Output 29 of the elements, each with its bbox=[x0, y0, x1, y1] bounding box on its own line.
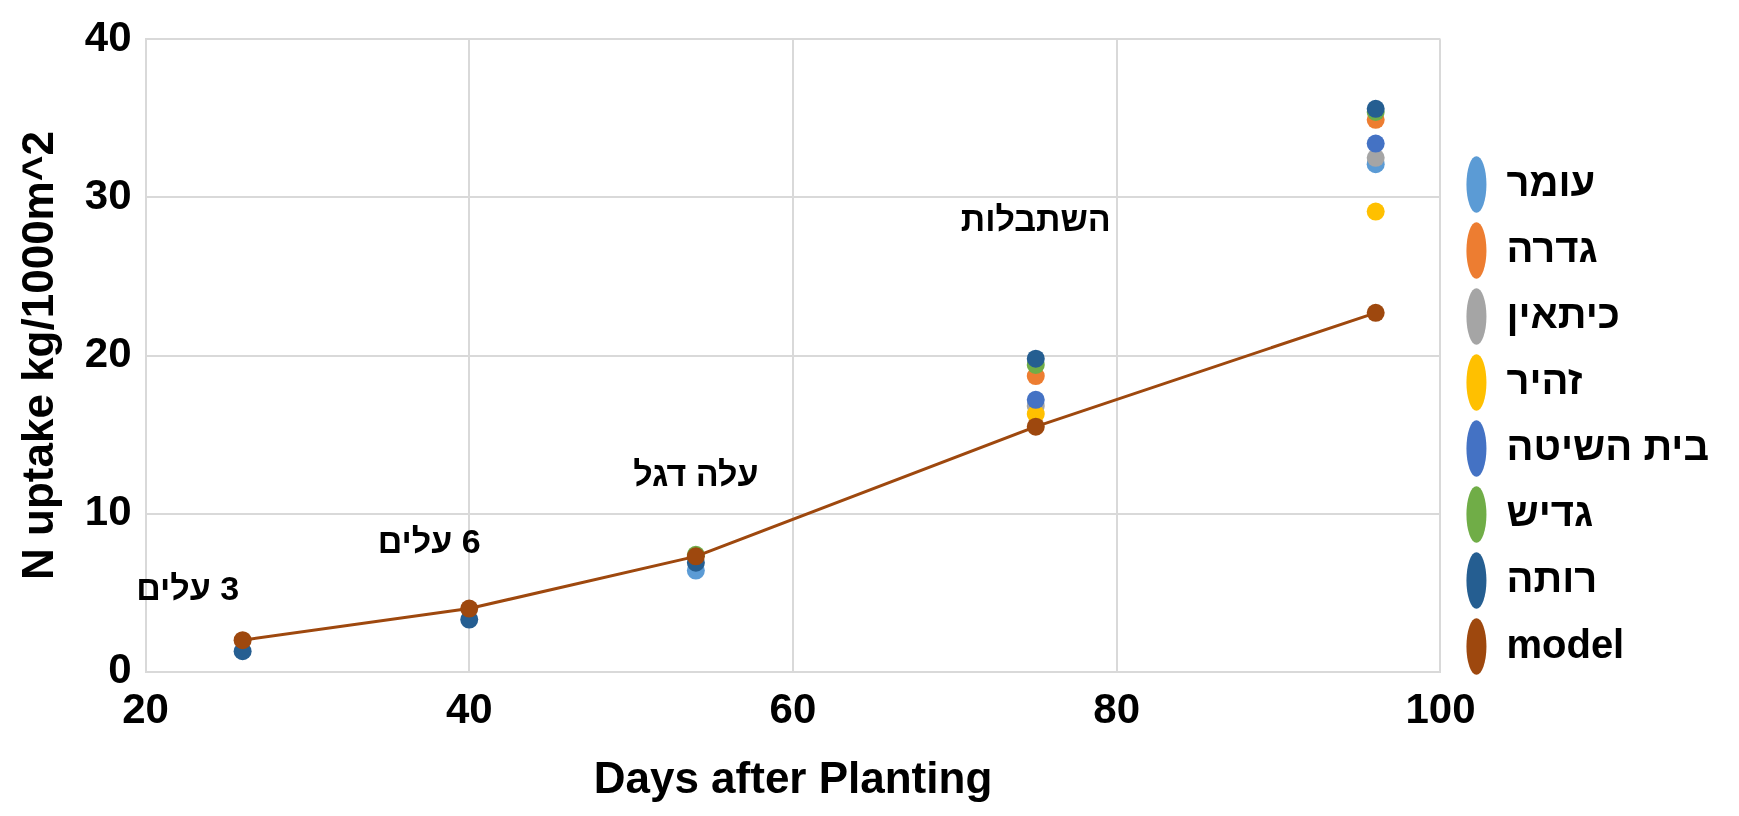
legend-label: גדיש bbox=[1506, 489, 1594, 534]
annotation: 6 עלים bbox=[377, 521, 481, 560]
legend-label: model bbox=[1506, 621, 1625, 666]
x-tick-label: 80 bbox=[1093, 684, 1141, 732]
annotation: 3 עלים bbox=[136, 568, 240, 607]
x-axis-title: Days after Planting bbox=[593, 752, 993, 802]
y-tick-label: 40 bbox=[84, 12, 132, 60]
point bbox=[460, 599, 479, 618]
y-tick-label: 30 bbox=[84, 170, 132, 218]
y-tick-label: 10 bbox=[84, 487, 132, 535]
point bbox=[1366, 303, 1385, 322]
x-tick-label: 100 bbox=[1405, 684, 1476, 732]
legend-label: גדרה bbox=[1506, 225, 1598, 270]
point bbox=[1366, 202, 1385, 221]
annotation: השתבלות bbox=[960, 200, 1111, 239]
annotation: עלה דגל bbox=[633, 454, 759, 493]
point bbox=[1026, 349, 1045, 368]
x-tick-label: 40 bbox=[445, 684, 493, 732]
x-tick-label: 60 bbox=[769, 684, 817, 732]
legend-label: כיתאין bbox=[1506, 291, 1620, 336]
point bbox=[1366, 134, 1385, 153]
y-tick-label: 20 bbox=[84, 329, 132, 377]
legend-label: עומר bbox=[1506, 159, 1596, 204]
legend-label: רותה bbox=[1506, 555, 1598, 600]
point bbox=[1026, 417, 1045, 436]
y-axis-title: N uptake kg/1000m^2 bbox=[12, 131, 62, 580]
legend-label: בית השיטה bbox=[1506, 423, 1709, 468]
point bbox=[233, 631, 252, 650]
legend-label: זהיר bbox=[1506, 357, 1583, 402]
